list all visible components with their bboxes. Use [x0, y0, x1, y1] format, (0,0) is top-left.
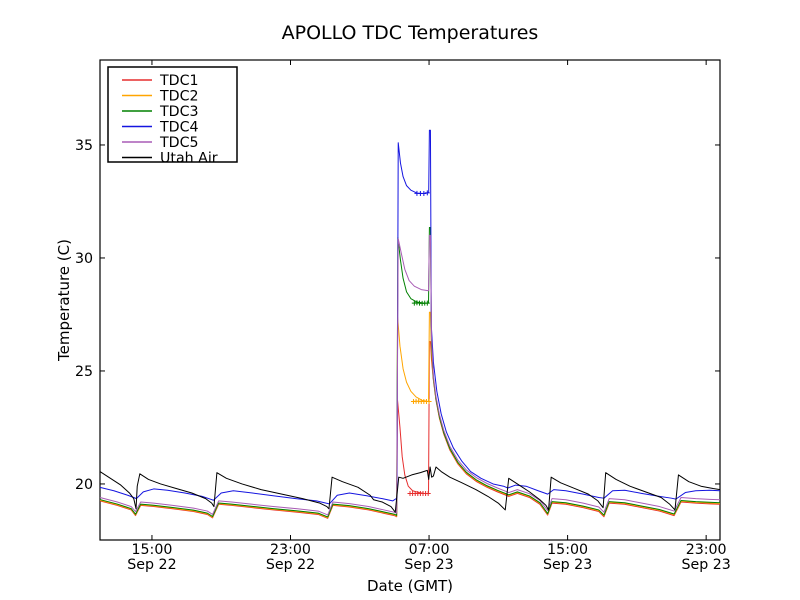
x-tick-label-time: 15:00: [547, 542, 588, 558]
x-tick-label-date: Sep 23: [404, 557, 453, 573]
series-line-tdc3: [99, 226, 721, 518]
series-marker-tdc1: [425, 490, 431, 496]
x-tick-label-time: 23:00: [270, 542, 311, 558]
legend-label-tdc3: TDC3: [159, 104, 199, 120]
series-marker-tdc4: [421, 191, 427, 197]
legend-box: [107, 66, 238, 163]
x-tick-label-date: Sep 23: [681, 557, 730, 573]
series-line-tdc5: [99, 234, 721, 516]
x-tick-label-date: Sep 22: [127, 557, 176, 573]
x-tick-label-date: Sep 22: [266, 557, 315, 573]
series-line-tdc2: [99, 311, 721, 519]
series-line-tdc4: [99, 129, 721, 505]
y-tick-label: 20: [75, 477, 93, 493]
series-line-utah-air: [99, 466, 721, 513]
legend-label-utah-air: Utah Air: [160, 151, 218, 167]
series-marker-tdc4: [424, 190, 430, 196]
y-tick-label: 30: [75, 251, 93, 267]
x-tick-label-date: Sep 23: [543, 557, 592, 573]
legend-label-tdc4: TDC4: [159, 120, 199, 136]
x-tick-label-time: 15:00: [132, 542, 173, 558]
x-axis-label: Date (GMT): [366, 577, 454, 595]
y-tick-label: 35: [75, 138, 93, 154]
x-tick-label-time: 07:00: [409, 542, 450, 558]
axes-frame: [99, 59, 721, 541]
series-marker-tdc3: [424, 300, 430, 306]
chart-title: APOLLO TDC Temperatures: [281, 22, 539, 44]
legend-label-tdc2: TDC2: [159, 89, 199, 105]
legend-label-tdc5: TDC5: [159, 135, 199, 151]
x-tick-label-time: 23:00: [686, 542, 727, 558]
y-tick-label: 25: [75, 364, 93, 380]
series-marker-tdc2: [426, 398, 432, 404]
legend-label-tdc1: TDC1: [159, 73, 199, 89]
